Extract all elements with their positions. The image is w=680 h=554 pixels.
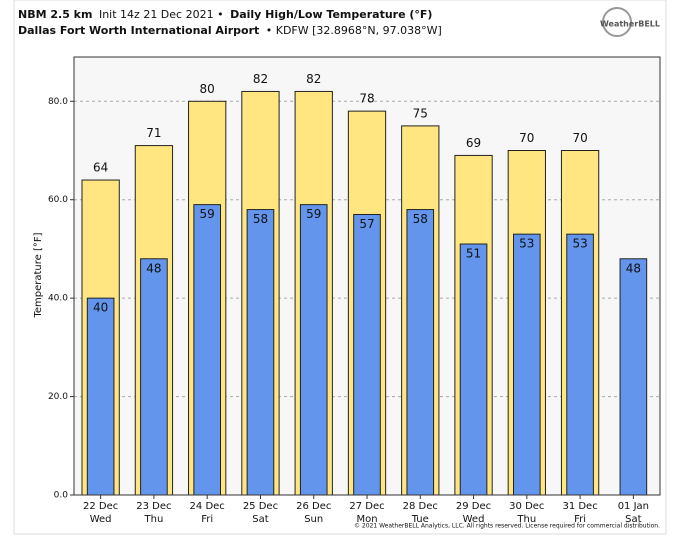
value-label: 48 bbox=[626, 261, 641, 275]
value-label: 80 bbox=[200, 82, 215, 96]
x-tick-day: Fri bbox=[201, 514, 213, 525]
x-tick-label: 25 Dec bbox=[243, 501, 278, 512]
low-bar bbox=[513, 233, 541, 496]
x-tick-day: Wed bbox=[463, 514, 485, 525]
low-bar bbox=[86, 297, 115, 496]
low-bar bbox=[193, 204, 221, 496]
x-tick-day: Wed bbox=[90, 514, 112, 525]
x-tick-day: Thu bbox=[144, 514, 164, 525]
y-axis-label: Temperature [°F] bbox=[33, 232, 44, 318]
x-tick-label: 31 Dec bbox=[562, 501, 597, 512]
value-label: 82 bbox=[306, 72, 321, 86]
value-label: 70 bbox=[572, 131, 587, 145]
subtitle-location: Dallas Fort Worth International Airport bbox=[18, 24, 259, 37]
y-tick-label: 0.0 bbox=[54, 491, 69, 501]
x-tick-day: Fri bbox=[574, 514, 586, 525]
x-tick-day: Tue bbox=[411, 514, 429, 525]
value-label: 40 bbox=[93, 301, 108, 315]
x-tick-label: 22 Dec bbox=[83, 501, 118, 512]
low-bar bbox=[619, 258, 648, 496]
value-label: 51 bbox=[466, 247, 481, 261]
low-bar bbox=[566, 233, 594, 496]
logo: WeatherBELL bbox=[600, 20, 660, 29]
value-label: 53 bbox=[572, 237, 587, 251]
x-tick-label: 30 Dec bbox=[509, 501, 544, 512]
low-bar bbox=[459, 243, 488, 496]
value-label: 57 bbox=[359, 217, 374, 231]
title-product: Daily High/Low Temperature (°F) bbox=[230, 8, 432, 21]
logo-ring bbox=[602, 7, 632, 37]
value-label: 78 bbox=[359, 92, 374, 106]
footer: © 2021 WeatherBELL Analytics, LLC. All r… bbox=[354, 523, 660, 530]
x-tick-label: 26 Dec bbox=[296, 501, 331, 512]
x-tick-day: Sat bbox=[625, 514, 641, 525]
value-label: 58 bbox=[413, 212, 428, 226]
low-bar bbox=[140, 258, 168, 496]
value-label: 48 bbox=[146, 261, 161, 275]
value-label: 58 bbox=[253, 212, 268, 226]
x-tick-label: 28 Dec bbox=[403, 501, 438, 512]
value-label: 69 bbox=[466, 136, 481, 150]
y-tick-label: 20.0 bbox=[48, 392, 68, 402]
low-bar bbox=[406, 209, 435, 496]
value-label: 82 bbox=[253, 72, 268, 86]
x-tick-day: Sat bbox=[252, 514, 268, 525]
x-tick-label: 23 Dec bbox=[136, 501, 171, 512]
value-label: 59 bbox=[200, 207, 215, 221]
plot-border bbox=[73, 56, 661, 496]
low-bar bbox=[246, 209, 275, 496]
title-init: Init 14z 21 Dec 2021 • bbox=[99, 8, 224, 21]
chart-title: NBM 2.5 km Init 14z 21 Dec 2021 • Daily … bbox=[18, 8, 432, 21]
low-bar bbox=[353, 213, 381, 496]
subtitle-station: • KDFW [32.8968°N, 97.038°W] bbox=[266, 24, 442, 37]
x-tick-label: 29 Dec bbox=[456, 501, 491, 512]
y-tick-label: 80.0 bbox=[48, 97, 68, 107]
x-tick-label: 24 Dec bbox=[190, 501, 225, 512]
frame bbox=[13, 0, 667, 535]
x-tick-day: Thu bbox=[516, 514, 536, 525]
x-tick-label: 01 Jan bbox=[618, 501, 649, 512]
value-label: 53 bbox=[519, 237, 534, 251]
low-bar bbox=[299, 204, 328, 496]
title-model: NBM 2.5 km bbox=[18, 8, 92, 21]
value-label: 71 bbox=[146, 126, 161, 140]
value-label: 59 bbox=[306, 207, 321, 221]
value-label: 64 bbox=[93, 161, 108, 175]
value-label: 75 bbox=[413, 106, 428, 120]
y-tick-label: 40.0 bbox=[48, 294, 68, 304]
chart-subtitle: Dallas Fort Worth International Airport … bbox=[18, 24, 442, 37]
value-label: 70 bbox=[519, 131, 534, 145]
x-tick-label: 27 Dec bbox=[349, 501, 384, 512]
y-tick-label: 60.0 bbox=[48, 195, 68, 205]
x-tick-day: Sun bbox=[304, 514, 323, 525]
x-tick-day: Mon bbox=[356, 514, 377, 525]
